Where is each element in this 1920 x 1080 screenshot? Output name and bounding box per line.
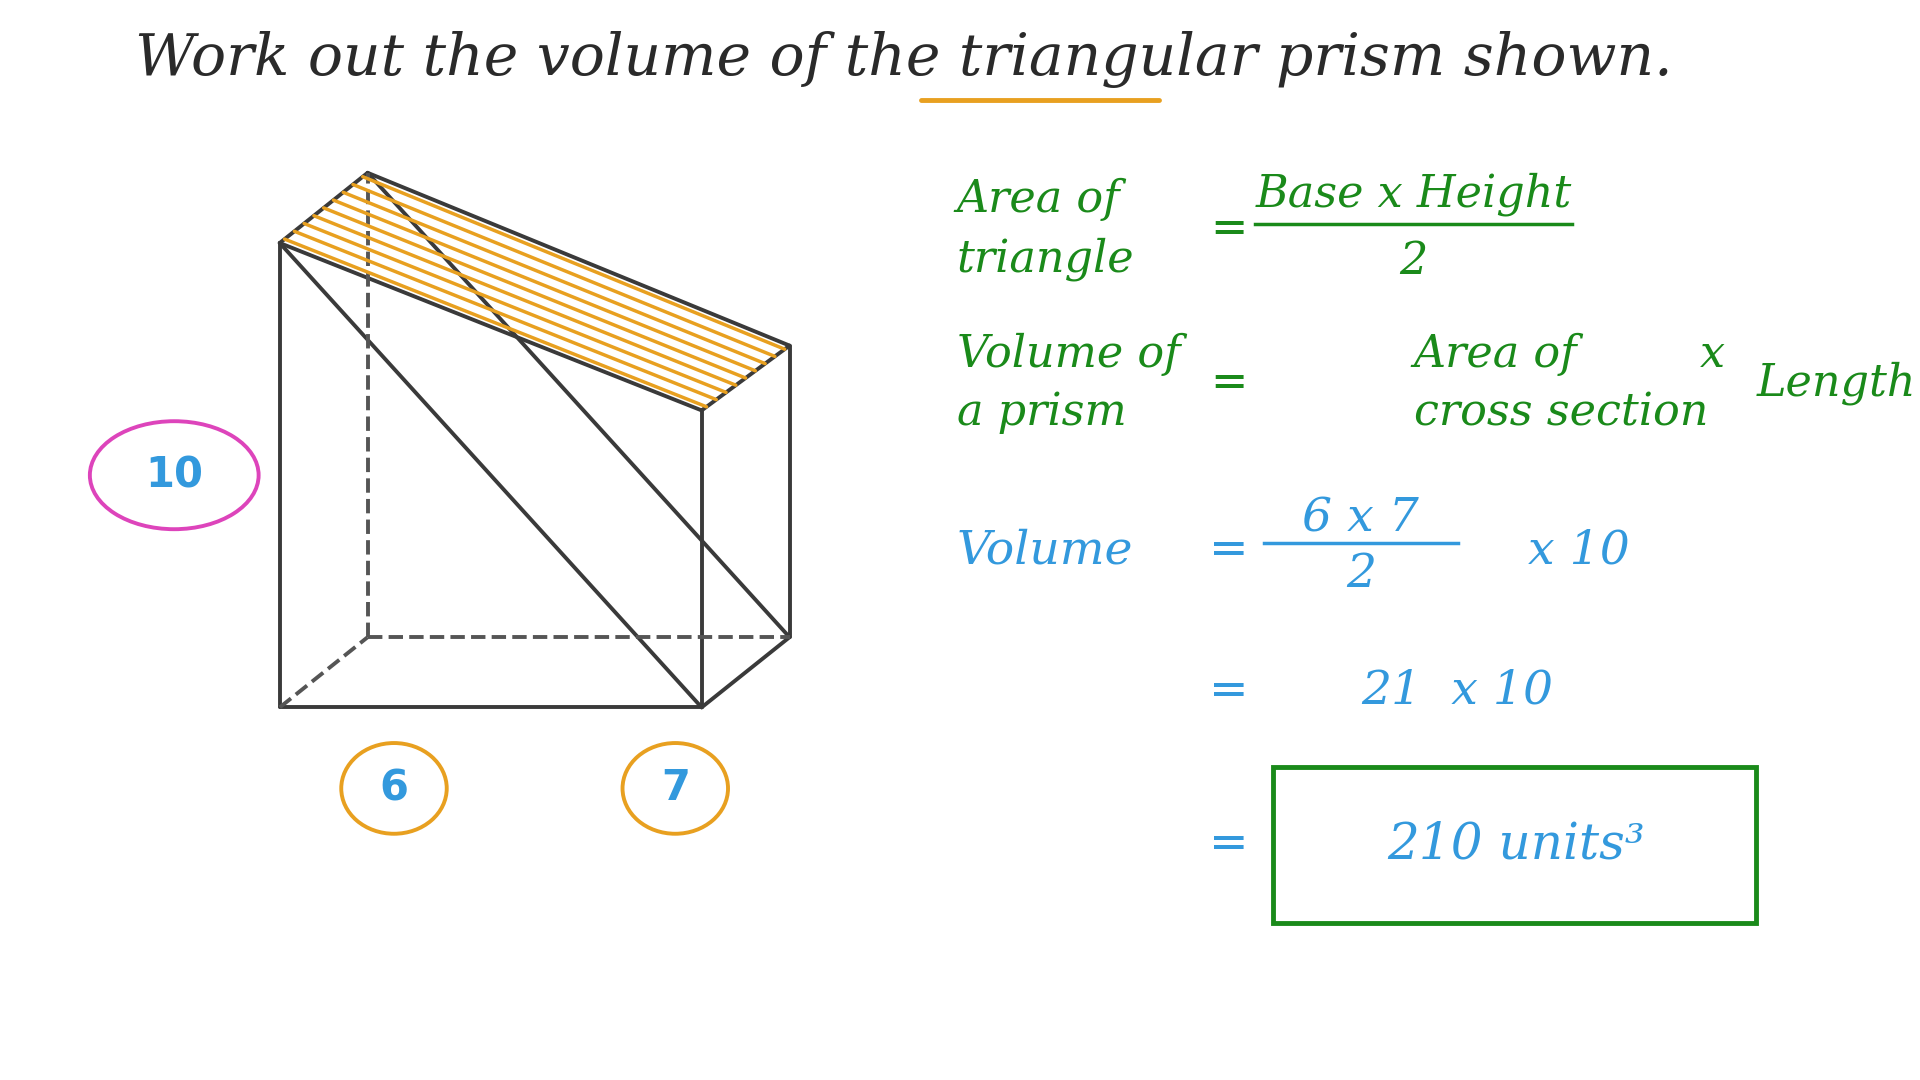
Text: Area of: Area of [1413, 333, 1576, 376]
Text: 210 units³: 210 units³ [1386, 820, 1644, 869]
Text: triangle: triangle [956, 238, 1135, 281]
Text: Area of: Area of [956, 178, 1119, 221]
FancyBboxPatch shape [1273, 767, 1757, 923]
Text: Volume of: Volume of [956, 333, 1181, 376]
Text: 2: 2 [1346, 552, 1377, 597]
Text: 6 x 7: 6 x 7 [1302, 496, 1419, 541]
Text: 21  x 10: 21 x 10 [1361, 669, 1553, 714]
Text: Volume: Volume [956, 528, 1133, 573]
Text: 6: 6 [380, 768, 409, 809]
Text: =: = [1210, 822, 1248, 867]
Text: cross section: cross section [1413, 391, 1709, 434]
Text: Base x Height: Base x Height [1256, 173, 1572, 216]
Text: 10: 10 [146, 455, 204, 496]
Text: a prism: a prism [956, 391, 1127, 434]
Text: Length: Length [1757, 362, 1916, 405]
Text: =: = [1210, 528, 1248, 573]
Text: Work out the volume of the triangular prism shown.: Work out the volume of the triangular pr… [134, 31, 1672, 87]
Text: =: = [1210, 362, 1248, 405]
Text: 7: 7 [660, 768, 689, 809]
Text: =: = [1210, 669, 1248, 714]
Text: 2: 2 [1400, 240, 1428, 283]
Text: x 10: x 10 [1528, 528, 1630, 573]
Text: x: x [1699, 333, 1724, 376]
Text: =: = [1210, 207, 1248, 251]
